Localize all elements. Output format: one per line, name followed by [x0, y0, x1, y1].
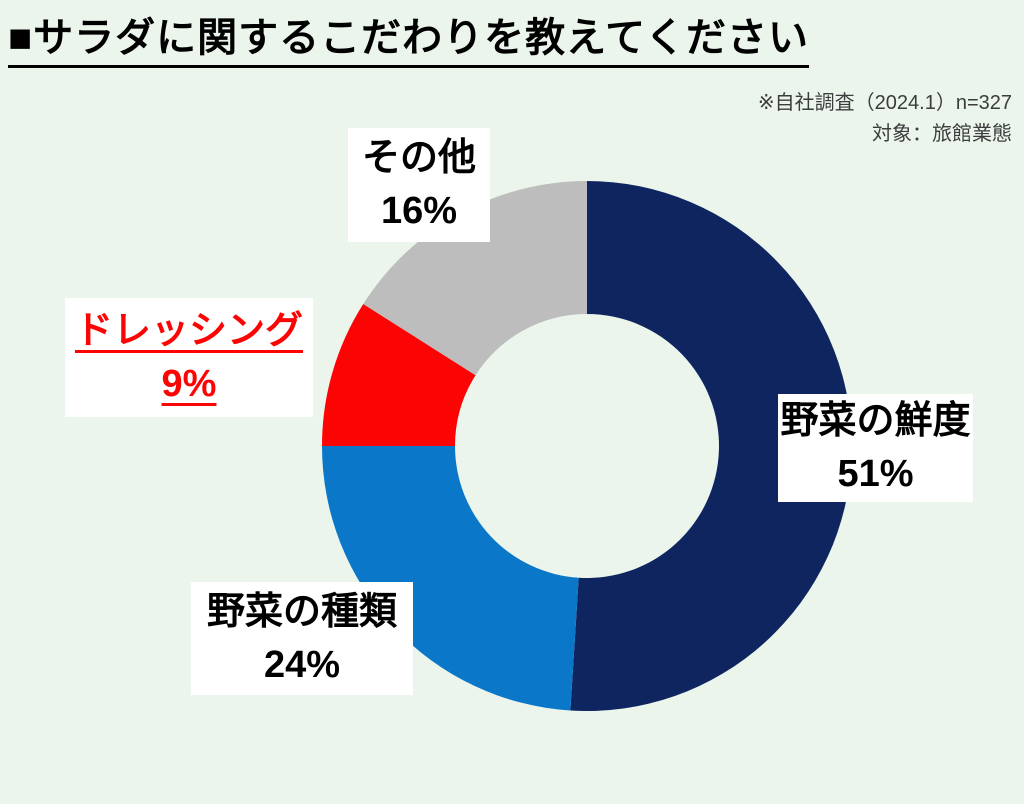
slice-name-dressing: ドレッシング	[74, 309, 303, 352]
label-variety: 野菜の種類 24%	[191, 582, 413, 695]
slice-percent-variety: 24%	[263, 643, 341, 686]
pie-slice-freshness	[570, 181, 852, 711]
label-dressing: ドレッシング 9%	[65, 298, 313, 417]
source-note: ※自社調査（2024.1）n=327 対象：旅館業態	[758, 88, 1012, 150]
slice-name-other: その他	[361, 137, 476, 179]
page-title: ■サラダに関するこだわりを教えてください	[8, 16, 809, 68]
slice-percent-freshness: 51%	[837, 453, 914, 495]
slice-percent-other: 16%	[380, 190, 458, 232]
source-note-line1: ※自社調査（2024.1）n=327	[757, 92, 1012, 114]
slice-name-freshness: 野菜の鮮度	[780, 400, 971, 442]
slice-percent-dressing: 9%	[161, 362, 217, 405]
pie-slice-dressing	[322, 304, 476, 446]
pie-slice-other	[363, 181, 587, 376]
pie-slice-variety	[322, 446, 579, 711]
label-freshness: 野菜の鮮度 51%	[778, 394, 973, 502]
slice-name-variety: 野菜の種類	[206, 590, 397, 633]
label-other: その他 16%	[348, 128, 490, 242]
source-note-line2: 対象：旅館業態	[872, 123, 1012, 145]
